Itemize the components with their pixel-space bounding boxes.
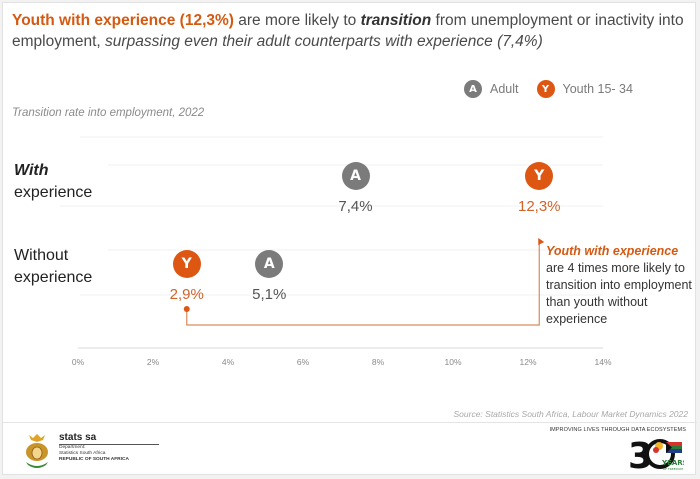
comparison-connector — [186, 244, 540, 326]
youth-badge-icon: Y — [536, 80, 555, 98]
headline-text-2: from unemployment or inactivity into emp… — [12, 12, 684, 50]
row-label-line1: With — [14, 162, 49, 179]
x-tick-label: 6% — [296, 357, 310, 367]
slide — [2, 2, 696, 475]
svg-text:3: 3 — [628, 436, 653, 474]
statssa-logo: stats sa Department: Statistics South Af… — [22, 432, 159, 470]
connector-start-dot — [183, 306, 190, 312]
legend-label-youth: Youth 15- 34 — [562, 82, 633, 96]
chart-legend: A Adult Y Youth 15- 34 — [464, 80, 651, 98]
legend-item-youth: Y Youth 15- 34 — [536, 80, 633, 98]
row-label-line2: experience — [14, 184, 93, 201]
adult-marker-with-experience: A — [341, 162, 370, 190]
org-line-2: Statistics South Africa — [59, 451, 106, 456]
org-name: stats sa — [59, 432, 159, 445]
x-tick-label: 4% — [221, 357, 235, 367]
headline-highlight: Youth with experience (12,3%) — [12, 12, 234, 29]
footer-divider — [3, 422, 697, 423]
x-tick-label: 2% — [146, 357, 160, 367]
org-name-block: stats sa Department: Statistics South Af… — [59, 432, 159, 463]
adult-badge-icon: A — [464, 80, 482, 98]
connector-arrow-icon — [538, 238, 545, 245]
x-tick-label: 12% — [519, 357, 537, 367]
youth-marker-with-experience: Y — [525, 162, 554, 190]
adult-value-label-without-experience: 5,1% — [252, 286, 287, 303]
svg-text:OF FREEDOM: OF FREEDOM — [663, 467, 683, 471]
x-tick-label: 8% — [371, 357, 385, 367]
adult-marker-without-experience: A — [255, 250, 284, 278]
headline-text: are more likely to — [233, 12, 361, 29]
coat-of-arms-icon — [26, 434, 48, 468]
callout-emphasis: Youth with experience — [546, 244, 679, 258]
x-tick-label: 10% — [444, 357, 462, 367]
headline: Youth with experience (12,3%) are more l… — [12, 10, 692, 52]
legend-label-adult: Adult — [490, 82, 519, 96]
chart-subtitle: Transition rate into employment, 2022 — [12, 107, 205, 119]
svg-text:YEARS: YEARS — [661, 459, 684, 467]
org-line-3: REPUBLIC OF SOUTH AFRICA — [59, 457, 129, 462]
legend-item-adult: A Adult — [464, 80, 519, 98]
row-label-line1: Without — [14, 247, 69, 264]
footer-tagline: IMPROVING LIVES THROUGH DATA ECOSYSTEMS — [549, 427, 686, 433]
row-label-with-experience: With experience — [14, 160, 92, 204]
youth-value-label-without-experience: 2,9% — [169, 286, 204, 303]
headline-emphasis: transition — [360, 12, 432, 29]
source-note: Source: Statistics South Africa, Labour … — [453, 409, 689, 419]
x-tick-label: 0% — [71, 357, 85, 367]
headline-italic: surpassing even their adult counterparts… — [105, 33, 543, 50]
x-tick-label: 14% — [594, 357, 612, 367]
adult-value-label-with-experience: 7,4% — [338, 198, 373, 215]
youth-marker-without-experience: Y — [172, 250, 201, 278]
youth-value-label-with-experience: 12,3% — [517, 198, 561, 215]
row-label-without-experience: Without experience — [14, 245, 92, 289]
30-years-freedom-logo: 3 YEARS OF FREEDOM — [628, 432, 688, 477]
30-years-logo-icon: 3 YEARS OF FREEDOM — [628, 436, 688, 477]
row-label-line2: experience — [14, 269, 93, 286]
callout-annotation: Youth with experience are 4 times more l… — [546, 243, 696, 328]
org-line-1: Department: — [59, 445, 86, 450]
callout-text: are 4 times more likely to transition in… — [546, 261, 692, 326]
